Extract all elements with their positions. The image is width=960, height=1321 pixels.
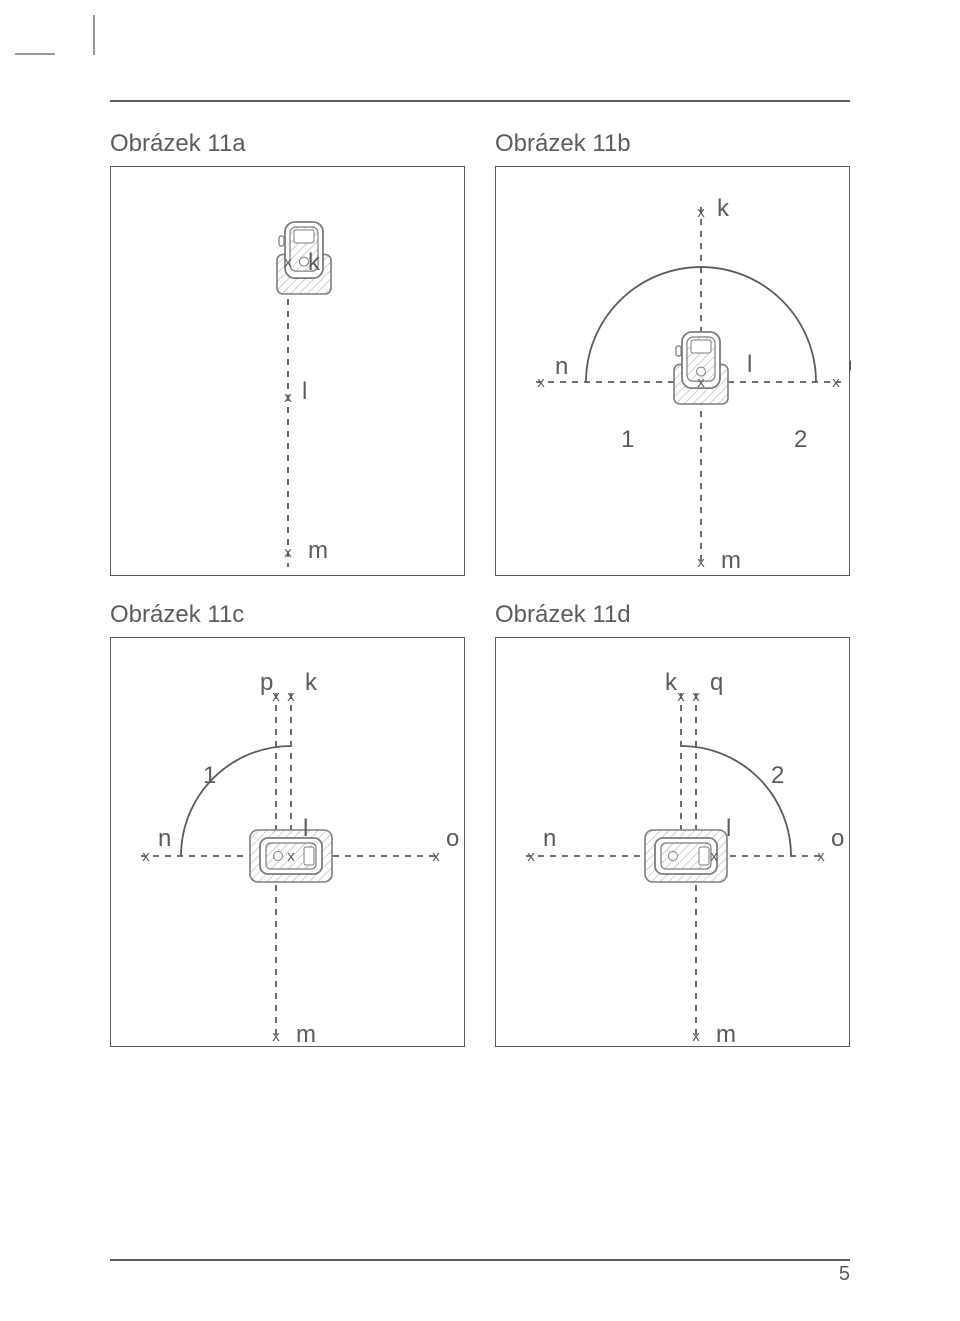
svg-text:o: o [831,825,844,852]
figure-11d-title: Obrázek 11d [495,601,850,629]
figure-11b-title: Obrázek 11b [495,130,850,158]
figure-11a-svg: xkxlxm [111,167,466,577]
svg-text:x: x [272,1028,280,1045]
bottom-rule [110,1259,850,1261]
row-1: Obrázek 11a xkxlxm Obrázek 11b xkxnxlxox… [110,130,850,576]
svg-text:o: o [446,825,459,852]
top-rule [110,100,850,102]
svg-text:x: x [272,688,280,705]
figure-11a-title: Obrázek 11a [110,130,465,158]
svg-text:x: x [284,389,292,406]
svg-text:k: k [308,249,321,276]
svg-text:x: x [710,848,718,865]
figure-11d-svg: xkxqxnxlxoxm2 [496,638,851,1048]
page: Obrázek 11a xkxlxm Obrázek 11b xkxnxlxox… [0,0,960,1321]
figure-11b-box: xkxnxlxoxm12 [495,166,850,576]
svg-text:x: x [697,204,705,221]
svg-text:x: x [677,688,685,705]
row-2: Obrázek 11c xpxkxnxlxoxm1 Obrázek 11d xk… [110,601,850,1047]
svg-text:x: x [287,688,295,705]
svg-text:x: x [697,374,705,391]
svg-text:2: 2 [794,426,807,453]
svg-text:x: x [284,254,292,271]
svg-text:2: 2 [771,762,784,789]
figure-11a-box: xkxlxm [110,166,465,576]
svg-text:x: x [832,374,840,391]
figure-11a: Obrázek 11a xkxlxm [110,130,465,576]
svg-text:l: l [747,351,752,378]
page-number: 5 [839,1263,850,1286]
svg-text:n: n [555,353,568,380]
svg-text:l: l [303,815,308,842]
svg-text:x: x [692,1028,700,1045]
figure-11c-box: xpxkxnxlxoxm1 [110,637,465,1047]
figure-11c-svg: xpxkxnxlxoxm1 [111,638,466,1048]
svg-text:x: x [692,688,700,705]
svg-text:k: k [665,669,678,696]
figure-11d: Obrázek 11d xkxqxnxlxoxm2 [495,601,850,1047]
svg-text:n: n [543,825,556,852]
svg-text:x: x [284,544,292,561]
figure-11c-title: Obrázek 11c [110,601,465,629]
svg-text:1: 1 [621,426,634,453]
crop-marks [15,15,100,55]
svg-text:x: x [287,848,295,865]
svg-text:m: m [716,1021,736,1048]
figure-11b-svg: xkxnxlxoxm12 [496,167,851,577]
svg-text:m: m [308,537,328,564]
figure-11b: Obrázek 11b xkxnxlxoxm12 [495,130,850,576]
svg-text:l: l [726,815,731,842]
svg-text:p: p [260,669,273,696]
svg-text:n: n [158,825,171,852]
svg-text:m: m [296,1021,316,1048]
svg-text:x: x [142,848,150,865]
figure-11d-box: xkxqxnxlxoxm2 [495,637,850,1047]
svg-text:x: x [527,848,535,865]
svg-text:k: k [717,195,730,222]
svg-text:l: l [302,378,307,405]
svg-text:x: x [432,848,440,865]
svg-text:x: x [537,374,545,391]
figure-11c: Obrázek 11c xpxkxnxlxoxm1 [110,601,465,1047]
content: Obrázek 11a xkxlxm Obrázek 11b xkxnxlxox… [110,130,850,1072]
svg-text:m: m [721,547,741,574]
svg-text:1: 1 [203,762,216,789]
svg-text:q: q [710,669,723,696]
svg-text:k: k [305,669,318,696]
svg-text:o: o [848,351,851,378]
svg-text:x: x [817,848,825,865]
svg-text:x: x [697,554,705,571]
